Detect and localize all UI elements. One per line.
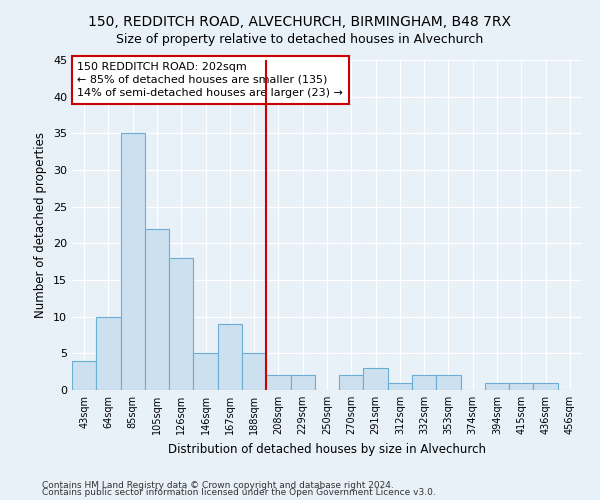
Text: 150, REDDITCH ROAD, ALVECHURCH, BIRMINGHAM, B48 7RX: 150, REDDITCH ROAD, ALVECHURCH, BIRMINGH… [89, 15, 511, 29]
Bar [436, 376, 461, 390]
Bar [266, 376, 290, 390]
Bar [290, 376, 315, 390]
Bar [412, 376, 436, 390]
Bar [364, 368, 388, 390]
Bar [388, 382, 412, 390]
Bar [96, 316, 121, 390]
Bar [485, 382, 509, 390]
Bar [72, 360, 96, 390]
Text: 150 REDDITCH ROAD: 202sqm
← 85% of detached houses are smaller (135)
14% of semi: 150 REDDITCH ROAD: 202sqm ← 85% of detac… [77, 62, 343, 98]
Bar [218, 324, 242, 390]
Bar [339, 376, 364, 390]
Bar [193, 354, 218, 390]
Bar [242, 354, 266, 390]
Bar [169, 258, 193, 390]
Text: Contains HM Land Registry data © Crown copyright and database right 2024.: Contains HM Land Registry data © Crown c… [42, 480, 394, 490]
Bar [509, 382, 533, 390]
Bar [145, 228, 169, 390]
Y-axis label: Number of detached properties: Number of detached properties [34, 132, 47, 318]
Text: Size of property relative to detached houses in Alvechurch: Size of property relative to detached ho… [116, 32, 484, 46]
Text: Contains public sector information licensed under the Open Government Licence v3: Contains public sector information licen… [42, 488, 436, 497]
X-axis label: Distribution of detached houses by size in Alvechurch: Distribution of detached houses by size … [168, 442, 486, 456]
Bar [121, 134, 145, 390]
Bar [533, 382, 558, 390]
